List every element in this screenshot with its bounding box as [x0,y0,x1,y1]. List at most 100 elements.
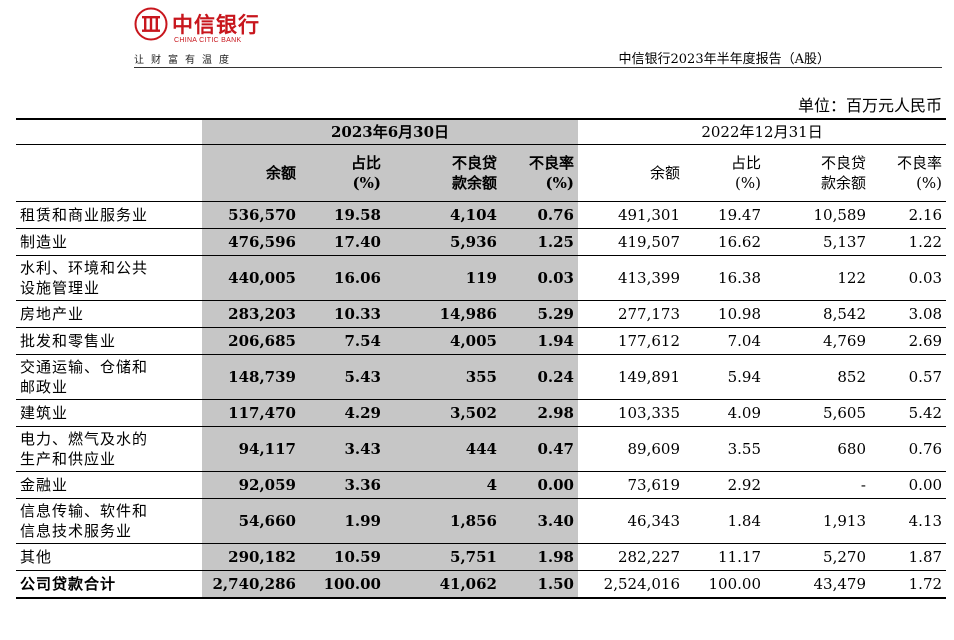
table-row: 制造业 476,596 17.40 5,936 1.25 419,507 16.62 5,13… [16,228,947,256]
prior-share-cell: 11.17 [684,543,765,571]
prior-share-cell: 16.62 [684,228,765,256]
citic-logo-icon [134,7,168,41]
current-npl-ratio-cell: 0.03 [501,255,578,301]
prior-balance-cell: 413,399 [578,255,684,301]
prior-share-cell: 2.92 [684,471,765,499]
table-row: 金融业 92,059 3.36 4 0.00 73,619 2.92-0.00 [16,471,947,499]
industry-label: 水利、环境和公共 设施管理业 [16,255,202,301]
column-header-row: 余额 占比 (%) 不良贷 款余额 不良率 (%) 余额 占比 (%) 不良贷 款余额 不… [16,144,946,202]
col-balance-prior: 余额 [649,164,680,182]
prior-share-cell: 7.04 [684,327,765,355]
current-balance-cell: 92,059 [202,471,300,499]
prior-balance-cell: 282,227 [578,543,684,571]
prior-share-cell: 16.38 [684,255,765,301]
total-current-share-cell: 100.00 [300,570,385,599]
current-balance-cell: 94,117 [202,426,300,472]
total-row: 公司贷款合计 2,740,286 100.00 41,062 1.50 2,524,016… [16,570,947,599]
prior-balance-cell: 103,335 [578,399,684,427]
prior-npl-cell: 122 [765,255,870,301]
current-share-cell: 3.36 [300,471,385,499]
total-prior-balance-cell: 2,524,016 [578,570,684,599]
current-balance-cell: 206,685 [202,327,300,355]
period-header-row: 2023年6月30日 2022年12月31日 [16,118,947,145]
col-npl-current: 不良贷 款余额 [385,144,501,202]
current-npl-ratio-cell: 0.76 [501,201,578,229]
table-row: 房地产业 283,203 10.33 14,986 5.29 277,173 10.98 8,… [16,300,947,328]
table-row: 其他 290,182 10.59 5,751 1.98 282,227 11.17 5,270… [16,543,947,571]
prior-npl-ratio-cell: 2.69 [870,327,947,355]
current-npl-ratio-cell: 1.98 [501,543,578,571]
current-npl-cell: 14,986 [385,300,501,328]
prior-npl-ratio-cell: 3.08 [870,300,947,328]
prior-npl-cell: 8,542 [765,300,870,328]
prior-balance-cell: 277,173 [578,300,684,328]
current-balance-cell: 54,660 [202,498,300,544]
industry-label: 租赁和商业服务业 [16,201,202,229]
current-share-cell: 4.29 [300,399,385,427]
prior-share-cell: 19.47 [684,201,765,229]
table-row: 信息传输、软件和 信息技术服务业 54,660 1.99 1,856 3.40 46,343… [16,498,947,544]
total-current-npl-ratio-cell: 1.50 [501,570,578,599]
table-row: 交通运输、仓储和 邮政业 148,739 5.43 355 0.24 149,891 5.94… [16,354,947,400]
total-prior-share-cell: 100.00 [684,570,765,599]
prior-npl-cell: 4,769 [765,327,870,355]
industry-label: 制造业 [16,228,202,256]
total-current-balance-cell: 2,740,286 [202,570,300,599]
current-share-cell: 17.40 [300,228,385,256]
header-divider [134,67,942,68]
prior-balance-cell: 73,619 [578,471,684,499]
prior-npl-ratio-cell: 0.03 [870,255,947,301]
prior-npl-cell: 680 [765,426,870,472]
current-share-cell: 5.43 [300,354,385,400]
current-npl-cell: 1,856 [385,498,501,544]
table-row: 批发和零售业 206,685 7.54 4,005 1.94 177,612 7.04 4,7… [16,327,947,355]
current-share-cell: 10.33 [300,300,385,328]
period-current: 2023年6月30日 [202,118,578,145]
current-share-cell: 10.59 [300,543,385,571]
current-balance-cell: 440,005 [202,255,300,301]
prior-share-cell: 3.55 [684,426,765,472]
prior-balance-cell: 149,891 [578,354,684,400]
total-current-npl-cell: 41,062 [385,570,501,599]
prior-balance-cell: 419,507 [578,228,684,256]
prior-npl-cell: 5,137 [765,228,870,256]
industry-label: 房地产业 [16,300,202,328]
prior-npl-ratio-cell: 2.16 [870,201,947,229]
current-npl-cell: 4,104 [385,201,501,229]
period-prior: 2022年12月31日 [578,118,947,145]
unit-label: 单位：百万元人民币 [797,96,942,115]
current-npl-ratio-cell: 0.24 [501,354,578,400]
prior-npl-ratio-cell: 5.42 [870,399,947,427]
prior-share-cell: 4.09 [684,399,765,427]
prior-balance-cell: 177,612 [578,327,684,355]
table-row: 建筑业 117,470 4.29 3,502 2.98 103,335 4.09 5,605 5… [16,399,947,427]
col-share-current: 占比 (%) [300,144,385,202]
industry-label: 建筑业 [16,399,202,427]
prior-npl-cell: 5,270 [765,543,870,571]
current-npl-cell: 5,751 [385,543,501,571]
prior-balance-cell: 491,301 [578,201,684,229]
table-row: 电力、燃气及水的 生产和供应业 94,117 3.43 444 0.47 89,609 3.5… [16,426,947,472]
prior-share-cell: 10.98 [684,300,765,328]
current-share-cell: 16.06 [300,255,385,301]
total-prior-npl-cell: 43,479 [765,570,870,599]
industry-label: 电力、燃气及水的 生产和供应业 [16,426,202,472]
current-balance-cell: 290,182 [202,543,300,571]
prior-npl-ratio-cell: 0.76 [870,426,947,472]
current-npl-ratio-cell: 2.98 [501,399,578,427]
prior-npl-ratio-cell: 0.00 [870,471,947,499]
current-share-cell: 1.99 [300,498,385,544]
prior-npl-cell: 1,913 [765,498,870,544]
current-share-cell: 3.43 [300,426,385,472]
logo-slogan: 让财富有温度 [134,55,236,66]
prior-npl-cell: - [765,471,870,499]
current-npl-ratio-cell: 0.47 [501,426,578,472]
current-npl-ratio-cell: 0.00 [501,471,578,499]
col-balance-current: 余额 [202,144,300,202]
current-balance-cell: 117,470 [202,399,300,427]
current-npl-ratio-cell: 1.25 [501,228,578,256]
prior-npl-cell: 10,589 [765,201,870,229]
prior-npl-ratio-cell: 1.87 [870,543,947,571]
current-npl-cell: 355 [385,354,501,400]
current-npl-ratio-cell: 1.94 [501,327,578,355]
